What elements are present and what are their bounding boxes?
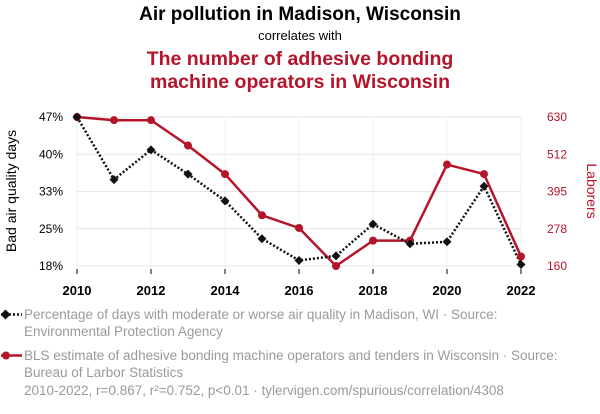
y-right-tick-label: 160 <box>547 259 567 273</box>
point-air-quality <box>479 181 489 191</box>
point-laborers <box>295 223 303 232</box>
point-air-quality <box>294 255 304 265</box>
y-left-tick-label: 18% <box>39 259 63 273</box>
point-laborers <box>258 211 266 220</box>
x-tick-label: 2018 <box>359 283 388 298</box>
y-left-tick-label: 40% <box>39 147 63 161</box>
point-laborers <box>221 170 229 179</box>
point-air-quality <box>146 145 156 155</box>
legend-label-series2: BLS estimate of adhesive bonding machine… <box>24 348 558 380</box>
legend-symbol-series1 <box>0 309 22 320</box>
point-laborers <box>480 170 488 179</box>
y-right-tick-label: 278 <box>547 222 567 236</box>
y-left-tick-label: 47% <box>39 110 63 124</box>
series-markers <box>72 112 526 270</box>
x-tick-label: 2014 <box>211 283 241 298</box>
x-tick-label: 2016 <box>285 283 314 298</box>
axis-ticks: 18% 25% 33% 40% 47% 160 278 395 512 630 2010 2012 20… <box>39 110 567 298</box>
y-right-tick-label: 395 <box>547 185 567 199</box>
y-left-tick-label: 25% <box>39 222 63 236</box>
point-air-quality <box>109 175 119 185</box>
x-tick-label: 2010 <box>63 283 92 298</box>
point-air-quality <box>405 239 415 249</box>
x-tick-label: 2022 <box>507 283 536 298</box>
point-air-quality <box>72 112 82 122</box>
y-axis-right-label: Laborers <box>584 163 600 218</box>
legend-label-series1: Percentage of days with moderate or wors… <box>24 307 498 339</box>
x-tick-label: 2020 <box>433 283 462 298</box>
gridlines <box>76 116 522 267</box>
point-air-quality <box>257 234 267 244</box>
y-right-tick-label: 630 <box>547 110 567 124</box>
chart-svg: Air pollution in Madison, Wisconsin corr… <box>3 4 600 298</box>
y-axis-left-label: Bad air quality days <box>3 130 19 252</box>
legend-symbol-series2 <box>1 351 22 360</box>
point-laborers <box>110 116 118 125</box>
chart-subtitle-line-2: machine operators in Wisconsin <box>150 71 450 93</box>
footer-stats: 2010-2022, r=0.867, r²=0.752, p<0.01 · t… <box>24 383 504 398</box>
point-air-quality <box>442 237 452 247</box>
point-air-quality <box>331 251 341 261</box>
y-left-tick-label: 33% <box>39 185 63 199</box>
point-laborers <box>184 141 192 150</box>
x-tick-label: 2012 <box>137 283 166 298</box>
point-laborers <box>332 262 340 270</box>
point-laborers <box>369 236 377 245</box>
chart-title: Air pollution in Madison, Wisconsin <box>139 4 461 25</box>
point-air-quality <box>368 219 378 229</box>
point-air-quality <box>183 169 193 179</box>
point-laborers <box>443 160 451 169</box>
point-air-quality <box>516 259 526 269</box>
point-air-quality <box>220 196 230 206</box>
point-laborers <box>147 116 155 125</box>
point-laborers <box>517 252 525 261</box>
y-right-tick-label: 512 <box>547 147 567 161</box>
chart-connector: correlates with <box>258 28 342 43</box>
chart-subtitle-line-1: The number of adhesive bonding <box>147 48 454 70</box>
